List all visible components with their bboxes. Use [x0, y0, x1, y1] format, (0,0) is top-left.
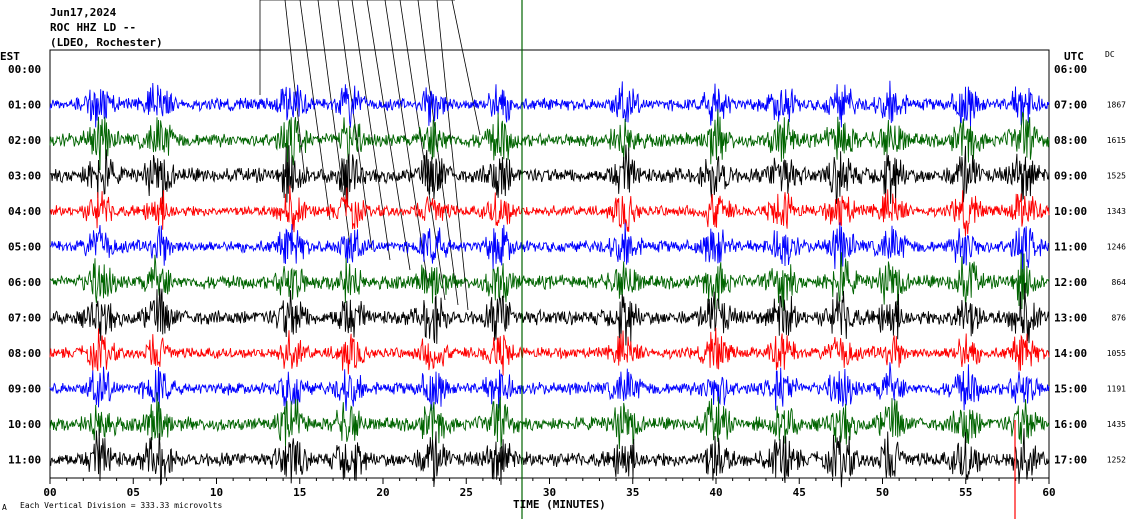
dc-value: 876	[1112, 314, 1127, 323]
footer-prefix: A	[2, 503, 7, 512]
trace-1400	[49, 327, 1050, 376]
est-hour-label: 08:00	[8, 347, 41, 360]
x-tick-label: 30	[543, 486, 556, 499]
trace-1100	[49, 222, 1050, 273]
est-hour-label: 06:00	[8, 276, 41, 289]
dc-value: 864	[1112, 278, 1127, 287]
est-hour-label: 00:00	[8, 63, 41, 76]
est-hour-label: 01:00	[8, 99, 41, 112]
est-hour-label: 09:00	[8, 383, 41, 396]
est-label: EST	[0, 50, 20, 63]
x-axis-ticks: 00 05 10 15 20 25 30 35 40 45 50 55 60	[43, 478, 1056, 499]
x-tick-label: 45	[793, 486, 806, 499]
x-axis-label: TIME (MINUTES)	[513, 498, 606, 511]
utc-hour-label: 14:00	[1054, 347, 1087, 360]
est-hour-label: 07:00	[8, 312, 41, 325]
dc-value: 1525	[1107, 172, 1126, 181]
dc-value: 1435	[1107, 420, 1126, 429]
utc-hour-label: 16:00	[1054, 418, 1087, 431]
dc-value: 1191	[1107, 385, 1126, 394]
trace-0800	[49, 109, 1050, 171]
trace-1500	[49, 362, 1050, 412]
dc-value: 1615	[1107, 136, 1126, 145]
dc-label: DC	[1105, 50, 1115, 59]
utc-hour-label: 12:00	[1054, 276, 1087, 289]
x-tick-label: 10	[210, 486, 223, 499]
est-hour-label: 03:00	[8, 170, 41, 183]
dc-value: 1246	[1107, 243, 1126, 252]
dc-value: 1055	[1107, 349, 1126, 358]
utc-hour-label: 13:00	[1054, 312, 1087, 325]
est-hour-label: 02:00	[8, 134, 41, 147]
trace-0900	[49, 144, 1050, 207]
trace-1300	[49, 283, 1050, 346]
utc-label: UTC	[1064, 50, 1084, 63]
header-date: Jun17,2024	[50, 6, 117, 19]
trace-1200	[49, 252, 1050, 312]
est-hour-label: 04:00	[8, 205, 41, 218]
trace-1700	[49, 428, 1050, 488]
x-tick-label: 20	[376, 486, 389, 499]
x-tick-label: 50	[876, 486, 889, 499]
utc-hour-label: 06:00	[1054, 63, 1087, 76]
event-markers	[259, 0, 481, 311]
utc-hour-label: 17:00	[1054, 454, 1087, 467]
est-hour-label: 05:00	[8, 241, 41, 254]
trace-1000	[49, 185, 1050, 237]
dc-value: 1252	[1107, 456, 1126, 465]
trace-1600	[49, 392, 1050, 450]
header-station: ROC HHZ LD --	[50, 21, 136, 34]
utc-hour-label: 07:00	[1054, 99, 1087, 112]
utc-hour-label: 08:00	[1054, 134, 1087, 147]
trace-group	[49, 80, 1050, 488]
utc-hour-label: 15:00	[1054, 383, 1087, 396]
est-hour-label: 10:00	[8, 418, 41, 431]
trace-0700	[49, 80, 1050, 128]
utc-hour-label: 09:00	[1054, 170, 1087, 183]
x-tick-label: 60	[1042, 486, 1055, 499]
est-hour-label: 11:00	[8, 454, 41, 467]
dc-value: 1867	[1107, 101, 1126, 110]
x-tick-label: 55	[959, 486, 972, 499]
x-tick-label: 15	[293, 486, 306, 499]
footer-scale: Each Vertical Division = 333.33 microvol…	[20, 501, 222, 510]
x-tick-label: 40	[709, 486, 722, 499]
x-tick-label: 25	[460, 486, 473, 499]
x-tick-label: 35	[626, 486, 639, 499]
utc-hour-label: 10:00	[1054, 205, 1087, 218]
header-network: (LDEO, Rochester)	[50, 36, 163, 49]
row-labels: 00:00 06:00 01:00 07:00 1867 02:00 08:00 1615 03…	[8, 63, 1126, 467]
x-tick-label: 05	[127, 486, 140, 499]
x-tick-label: 00	[43, 486, 56, 499]
utc-hour-label: 11:00	[1054, 241, 1087, 254]
dc-value: 1343	[1107, 207, 1126, 216]
